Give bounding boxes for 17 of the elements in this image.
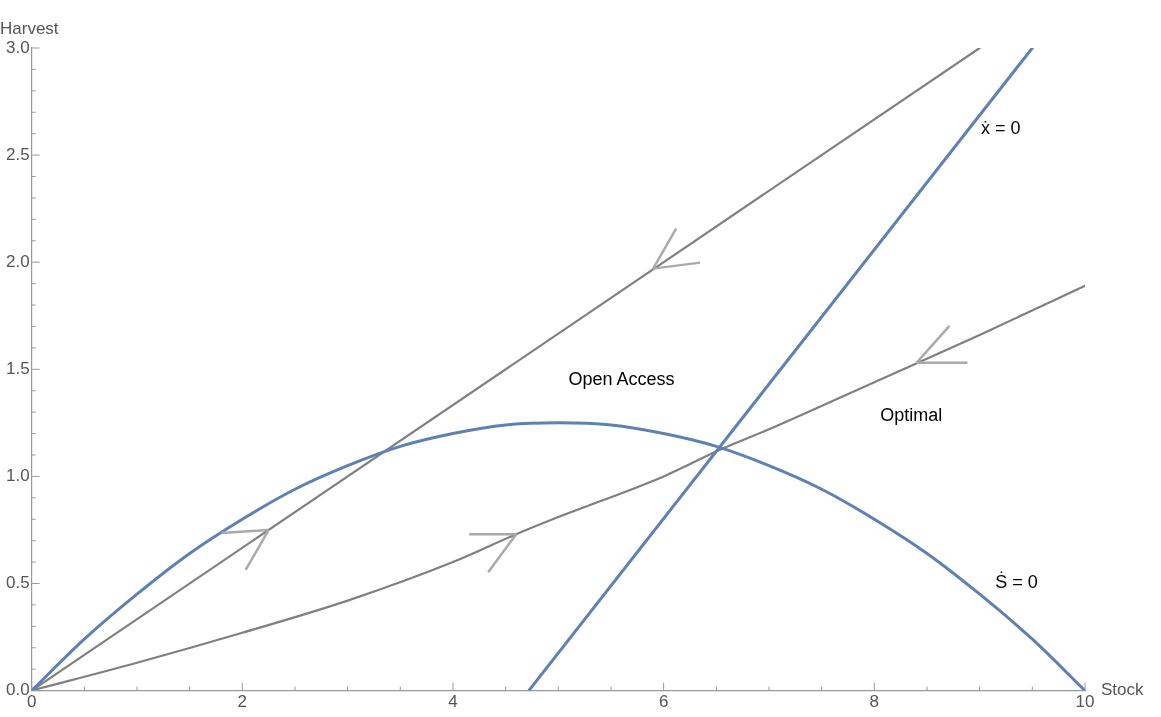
annotation: Open Access: [568, 368, 675, 389]
y-tick-label: 0.5: [5, 573, 30, 593]
annotation: Ṡ = 0: [995, 571, 1038, 593]
y-tick-label: 2.0: [5, 251, 30, 271]
x-tick-label: 8: [869, 692, 880, 712]
y-tick-label: 1.5: [5, 358, 30, 378]
y-tick-label: 1.0: [5, 466, 30, 486]
x-axis-title: Stock: [1101, 680, 1145, 700]
x-tick-label: 6: [658, 692, 669, 712]
x-tick-label: 4: [448, 692, 458, 712]
annotation: Optimal: [880, 405, 943, 426]
annotation: ẋ = 0: [980, 118, 1021, 139]
y-tick-label: 3.0: [5, 37, 30, 57]
y-tick-label: 2.5: [5, 144, 30, 164]
x-tick-label: 2: [237, 692, 248, 712]
y-axis-title: Harvest: [0, 19, 59, 39]
x-tick-label: 10: [1075, 692, 1095, 712]
